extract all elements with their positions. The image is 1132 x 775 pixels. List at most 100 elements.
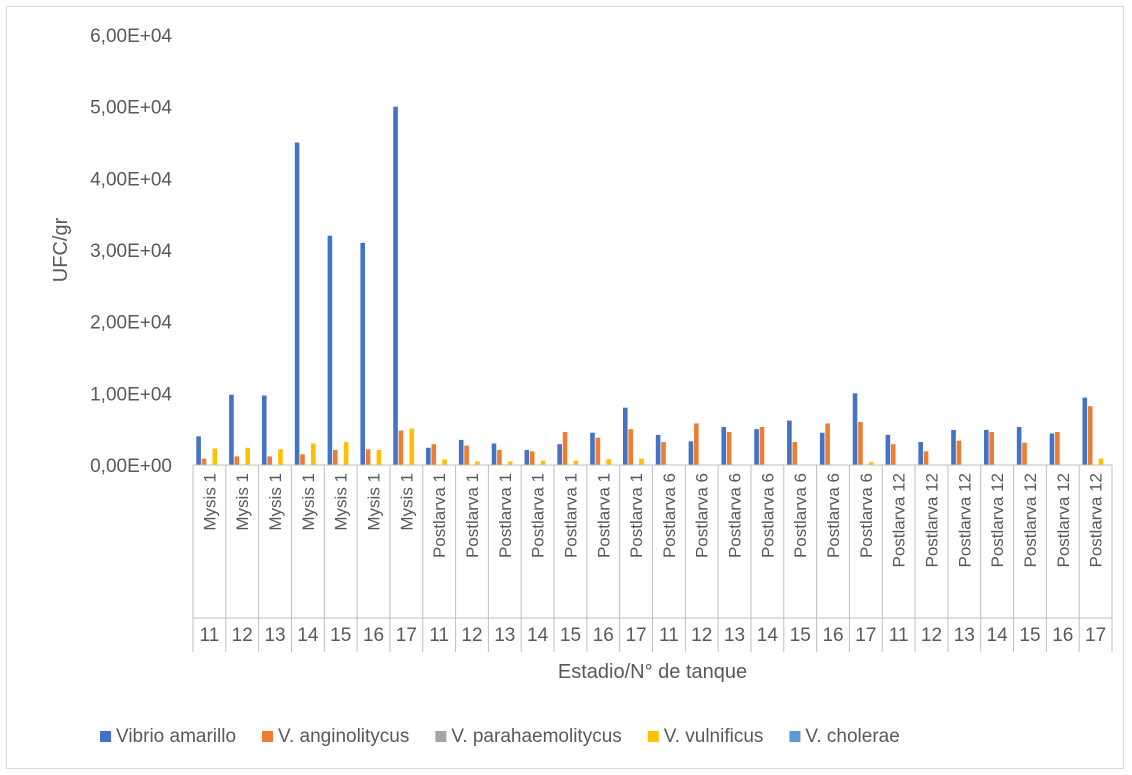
x-tank-label: 15 <box>330 625 351 646</box>
bar <box>524 449 530 465</box>
bar <box>819 432 825 465</box>
x-tank-label: 13 <box>494 625 515 646</box>
bar <box>562 432 568 465</box>
x-stage-label: Postlarva 6 <box>758 473 777 558</box>
x-stage-label: Postlarva 12 <box>890 473 909 568</box>
bar <box>426 447 431 465</box>
x-stage-label: Postlarva 6 <box>726 473 745 558</box>
x-tank-label: 16 <box>1052 625 1073 646</box>
legend-swatch <box>262 731 274 742</box>
x-stage-label: Mysis 1 <box>200 473 219 531</box>
y-tick-label: 0,00E+00 <box>90 456 172 477</box>
bar <box>1098 458 1104 465</box>
x-axis-title: Estadio/N° de tanque <box>558 661 747 683</box>
bar <box>294 142 300 465</box>
x-tank-label: 12 <box>691 625 712 646</box>
y-tick-label: 3,00E+04 <box>90 241 172 262</box>
bar <box>196 436 201 465</box>
x-stage-label: Mysis 1 <box>365 473 384 531</box>
x-tank-label: 17 <box>396 625 417 646</box>
x-tank-label: 14 <box>987 625 1009 646</box>
y-axis-ticks: 0,00E+00 1,00E+04 2,00E+04 3,00E+04 4,00E+04… <box>90 26 172 477</box>
bars <box>196 106 1104 466</box>
bar <box>595 437 601 465</box>
y-tick-label: 1,00E+04 <box>90 384 172 405</box>
x-tank-label: 11 <box>429 625 449 646</box>
bar <box>310 443 316 465</box>
bar <box>890 444 896 465</box>
bar <box>529 451 535 465</box>
x-stage-label: Postlarva 12 <box>1087 473 1106 568</box>
bar <box>726 432 732 465</box>
x-tank-label: 13 <box>724 625 745 646</box>
bar <box>792 442 798 465</box>
x-tank-label: 16 <box>593 625 614 646</box>
x-stage-label: Mysis 1 <box>397 473 416 531</box>
bar <box>885 434 891 465</box>
bar <box>721 427 727 465</box>
x-tank-label: 13 <box>264 625 285 646</box>
bar <box>661 442 666 465</box>
x-stage-label: Postlarva 1 <box>529 473 548 558</box>
y-tick-label: 2,00E+04 <box>90 313 172 334</box>
x-stage-label: Postlarva 1 <box>627 473 646 558</box>
bar <box>261 395 267 465</box>
legend-label: V. parahaemolitycus <box>451 726 621 747</box>
bar <box>332 449 338 465</box>
bar <box>825 423 830 465</box>
x-tank-label: 14 <box>757 625 779 646</box>
y-axis-title: UFC/gr <box>50 217 72 282</box>
bar <box>984 429 989 465</box>
legend-label: Vibrio amarillo <box>116 726 236 747</box>
bar <box>1049 433 1055 465</box>
bar <box>590 432 595 465</box>
bar <box>376 449 382 465</box>
x-tank-label: 12 <box>232 625 253 646</box>
legend-label: V. anginolitycus <box>278 726 409 747</box>
bar <box>393 106 398 466</box>
bar <box>1082 397 1088 465</box>
bar <box>858 422 863 465</box>
bar <box>688 441 694 465</box>
bar <box>1087 406 1093 465</box>
bar <box>365 449 371 465</box>
bar <box>431 444 437 465</box>
x-tank-label: 15 <box>790 625 811 646</box>
x-stage-label: Postlarva 1 <box>561 473 580 558</box>
legend-swatch <box>435 731 447 742</box>
legend-label: V. cholerae <box>805 726 899 747</box>
x-tank-label: 16 <box>822 625 843 646</box>
bar <box>573 460 579 465</box>
bar <box>923 451 929 465</box>
bar <box>754 429 759 465</box>
x-stage-label: Postlarva 1 <box>463 473 482 558</box>
bar <box>343 442 349 465</box>
x-stage-label: Postlarva 12 <box>922 473 941 568</box>
x-tank-label: 11 <box>200 625 220 646</box>
bar <box>475 461 480 465</box>
bar <box>409 428 415 465</box>
bar <box>628 429 633 465</box>
x-stage-label: Postlarva 6 <box>824 473 843 558</box>
x-tank-label: 11 <box>889 625 909 646</box>
bar <box>918 442 923 465</box>
x-tank-label: 11 <box>659 625 679 646</box>
chart-frame <box>6 6 1124 769</box>
bar <box>655 434 661 465</box>
x-stage-label: Mysis 1 <box>266 473 285 531</box>
x-stage-label: Postlarva 6 <box>857 473 876 558</box>
x-stage-label: Mysis 1 <box>233 473 252 531</box>
bar <box>1055 432 1060 465</box>
bar <box>868 462 874 465</box>
x-stage-label: Postlarva 6 <box>693 473 712 558</box>
bar <box>622 407 628 465</box>
x-stage-label: Postlarva 12 <box>1054 473 1073 568</box>
x-tank-label: 12 <box>921 625 942 646</box>
bar <box>956 440 962 465</box>
bar <box>491 443 497 465</box>
x-tank-label: 14 <box>527 625 549 646</box>
bar <box>245 447 250 465</box>
x-tank-label: 15 <box>1019 625 1040 646</box>
bar <box>639 458 644 465</box>
